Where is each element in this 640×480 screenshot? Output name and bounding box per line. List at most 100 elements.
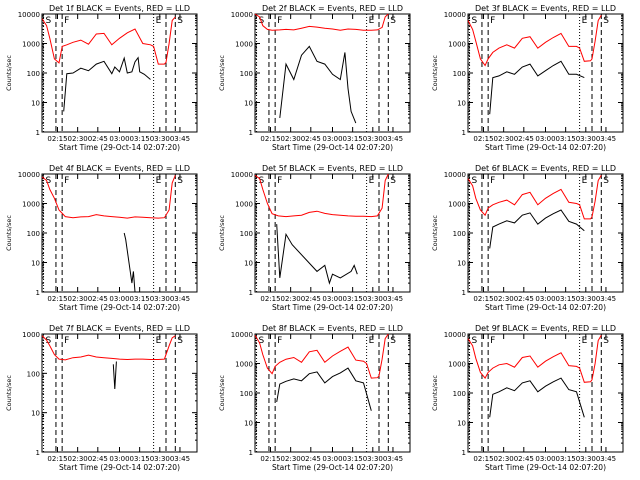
lld-series-line (467, 15, 602, 67)
y-tick-label: 10000 (444, 171, 466, 179)
x-tick-label: 03:00 (109, 295, 129, 303)
marker-label: E (369, 336, 375, 346)
x-tick-label: 03:30 (576, 455, 596, 463)
marker-label: F (64, 176, 69, 186)
x-tick-label: 03:45 (170, 135, 190, 143)
x-axis-label: Start Time (29-Oct-14 02:07:20) (59, 463, 180, 472)
marker-label: S (603, 16, 609, 26)
x-tick-label: 02:45 (514, 295, 534, 303)
y-tick-label: 100 (27, 230, 40, 238)
y-tick-label: 10 (244, 100, 253, 108)
y-tick-label: 100 (453, 390, 466, 398)
x-tick-label: 02:15 (473, 135, 493, 143)
marker-label: F (64, 16, 69, 26)
chart-title: Det 5f BLACK = Events, RED = LLD (262, 164, 403, 173)
marker-label: F (277, 336, 282, 346)
y-tick-label: 10 (457, 100, 466, 108)
marker-label: S (472, 336, 478, 346)
y-tick-label: 1000 (235, 201, 253, 209)
marker-label: S (177, 16, 183, 26)
y-axis-label: Counts/sec (431, 375, 439, 411)
marker-label: E (582, 16, 588, 26)
y-axis-label: Counts/sec (5, 55, 13, 91)
y-tick-label: 10000 (18, 11, 40, 19)
events-series-line (279, 45, 357, 124)
x-axis-label: Start Time (29-Oct-14 02:07:20) (272, 463, 393, 472)
y-axis-label: Counts/sec (218, 375, 226, 411)
events-series-line (63, 56, 151, 112)
y-tick-label: 10 (457, 260, 466, 268)
plot-frame (467, 13, 624, 133)
chart-panel: Det 2f BLACK = Events, RED = LLD 1 10 100 10… (218, 4, 411, 152)
y-axis-label: Counts/sec (218, 55, 226, 91)
y-tick-label: 10 (31, 260, 40, 268)
lld-series-line (254, 13, 389, 31)
x-tick-label: 02:45 (301, 455, 321, 463)
marker-label: S (390, 16, 396, 26)
y-axis-label: Counts/sec (5, 375, 13, 411)
x-tick-label: 03:15 (556, 295, 576, 303)
marker-label: E (582, 176, 588, 186)
marker-label: F (277, 176, 282, 186)
x-tick-label: 02:30 (494, 135, 514, 143)
x-tick-label: 02:15 (47, 295, 67, 303)
y-tick-label: 1 (249, 129, 253, 137)
chart-title: Det 9f BLACK = Events, RED = LLD (475, 324, 616, 333)
y-tick-label: 1 (249, 289, 253, 297)
events-series-line (489, 377, 585, 418)
chart-title: Det 2f BLACK = Events, RED = LLD (262, 4, 403, 13)
plot-frame (41, 333, 198, 453)
y-tick-label: 10000 (444, 11, 466, 19)
y-tick-label: 1000 (22, 41, 40, 49)
marker-label: S (603, 336, 609, 346)
lld-series-line (467, 175, 602, 220)
x-tick-label: 03:30 (150, 135, 170, 143)
x-tick-label: 03:00 (535, 135, 555, 143)
plot-frame (41, 13, 198, 133)
y-tick-label: 1000 (22, 331, 40, 339)
chart-title: Det 4f BLACK = Events, RED = LLD (49, 164, 190, 173)
x-tick-label: 03:30 (576, 295, 596, 303)
x-tick-label: 02:30 (494, 295, 514, 303)
marker-label: E (156, 176, 162, 186)
x-tick-label: 02:15 (47, 455, 67, 463)
chart-panel: Det 1f BLACK = Events, RED = LLD 1 10 100 10… (5, 4, 198, 152)
x-tick-label: 02:45 (514, 455, 534, 463)
x-tick-label: 03:00 (322, 455, 342, 463)
y-tick-label: 1000 (235, 41, 253, 49)
x-tick-label: 03:30 (576, 135, 596, 143)
chart-panel: Det 6f BLACK = Events, RED = LLD 1 10 100 10… (431, 164, 624, 312)
y-tick-label: 1 (462, 449, 466, 457)
x-tick-label: 02:30 (68, 135, 88, 143)
x-tick-label: 02:15 (473, 455, 493, 463)
x-tick-label: 03:15 (556, 135, 576, 143)
lld-series-line (467, 335, 602, 383)
y-tick-label: 10 (244, 260, 253, 268)
y-tick-label: 1 (36, 449, 40, 457)
y-tick-label: 100 (240, 390, 253, 398)
y-tick-label: 1000 (448, 361, 466, 369)
marker-label: S (177, 336, 183, 346)
chart-panel: Det 7f BLACK = Events, RED = LLD 1 10 100 10… (5, 324, 198, 472)
y-tick-label: 1000 (235, 361, 253, 369)
x-axis-label: Start Time (29-Oct-14 02:07:20) (485, 463, 606, 472)
marker-label: S (46, 176, 52, 186)
y-axis-label: Counts/sec (431, 55, 439, 91)
marker-label: S (390, 176, 396, 186)
y-tick-label: 10000 (231, 171, 253, 179)
x-tick-label: 03:00 (109, 135, 129, 143)
x-tick-label: 03:45 (596, 135, 616, 143)
events-series-line (276, 224, 358, 285)
x-tick-label: 03:45 (383, 295, 403, 303)
marker-label: E (369, 176, 375, 186)
x-tick-label: 03:45 (170, 295, 190, 303)
y-tick-label: 10 (31, 410, 40, 418)
chart-title: Det 8f BLACK = Events, RED = LLD (262, 324, 403, 333)
x-tick-label: 03:00 (322, 135, 342, 143)
y-tick-label: 10 (244, 420, 253, 428)
y-tick-label: 1000 (22, 201, 40, 209)
marker-label: S (259, 336, 265, 346)
y-tick-label: 10000 (231, 331, 253, 339)
plot-frame (467, 173, 624, 293)
